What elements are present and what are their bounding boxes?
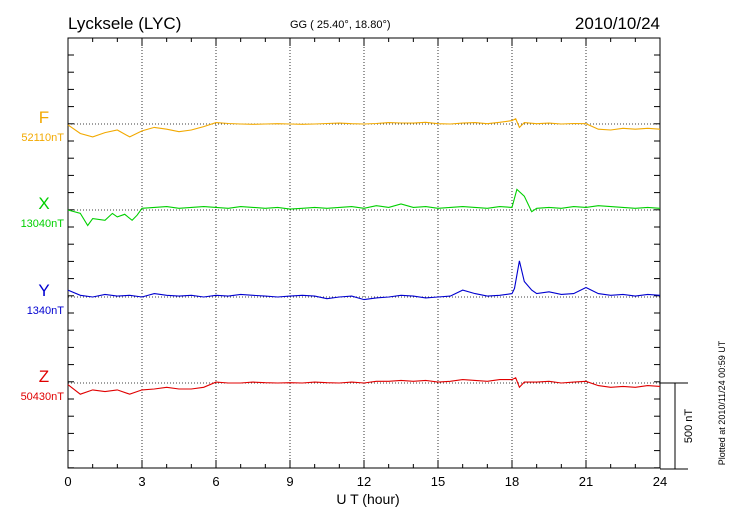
x-tick-label: 18 — [505, 474, 519, 489]
plot-frame — [67, 37, 661, 469]
chart-title: Lycksele (LYC) — [68, 14, 181, 33]
series-name-f: F — [39, 108, 49, 127]
baseline-value-y: 1340nT — [27, 305, 65, 317]
series-name-x: X — [38, 194, 49, 213]
series-line-f — [67, 118, 661, 138]
series-line-x — [67, 188, 661, 227]
x-tick-label: 3 — [138, 474, 145, 489]
x-axis-label: U T (hour) — [336, 491, 399, 507]
series-line-z — [67, 377, 661, 395]
plotted-note: Plotted at 2010/11/24 00:59 UT — [717, 340, 727, 465]
x-tick-label: 12 — [357, 474, 371, 489]
x-tick-label: 6 — [212, 474, 219, 489]
chart-date: 2010/10/24 — [575, 14, 660, 33]
x-tick-label: 0 — [64, 474, 71, 489]
baseline-value-z: 50430nT — [21, 391, 65, 403]
x-tick-label: 21 — [579, 474, 593, 489]
x-tick-label: 15 — [431, 474, 445, 489]
x-tick-label: 24 — [653, 474, 667, 489]
series-name-z: Z — [39, 367, 49, 386]
baseline-value-x: 13040nT — [21, 218, 65, 230]
series-name-y: Y — [38, 281, 49, 300]
scale-bar — [660, 382, 688, 470]
series-line-y — [67, 260, 661, 301]
x-tick-label: 9 — [286, 474, 293, 489]
chart-subtitle: GG ( 25.40°, 18.80°) — [290, 19, 391, 31]
plot-area: 0 3 6 9 12 15 18 21 24 F 52110nT X 13040nT Y 1340nT Z 50… — [21, 37, 667, 489]
scale-bar-label: 500 nT — [683, 409, 695, 444]
baseline-value-f: 52110nT — [21, 132, 64, 144]
